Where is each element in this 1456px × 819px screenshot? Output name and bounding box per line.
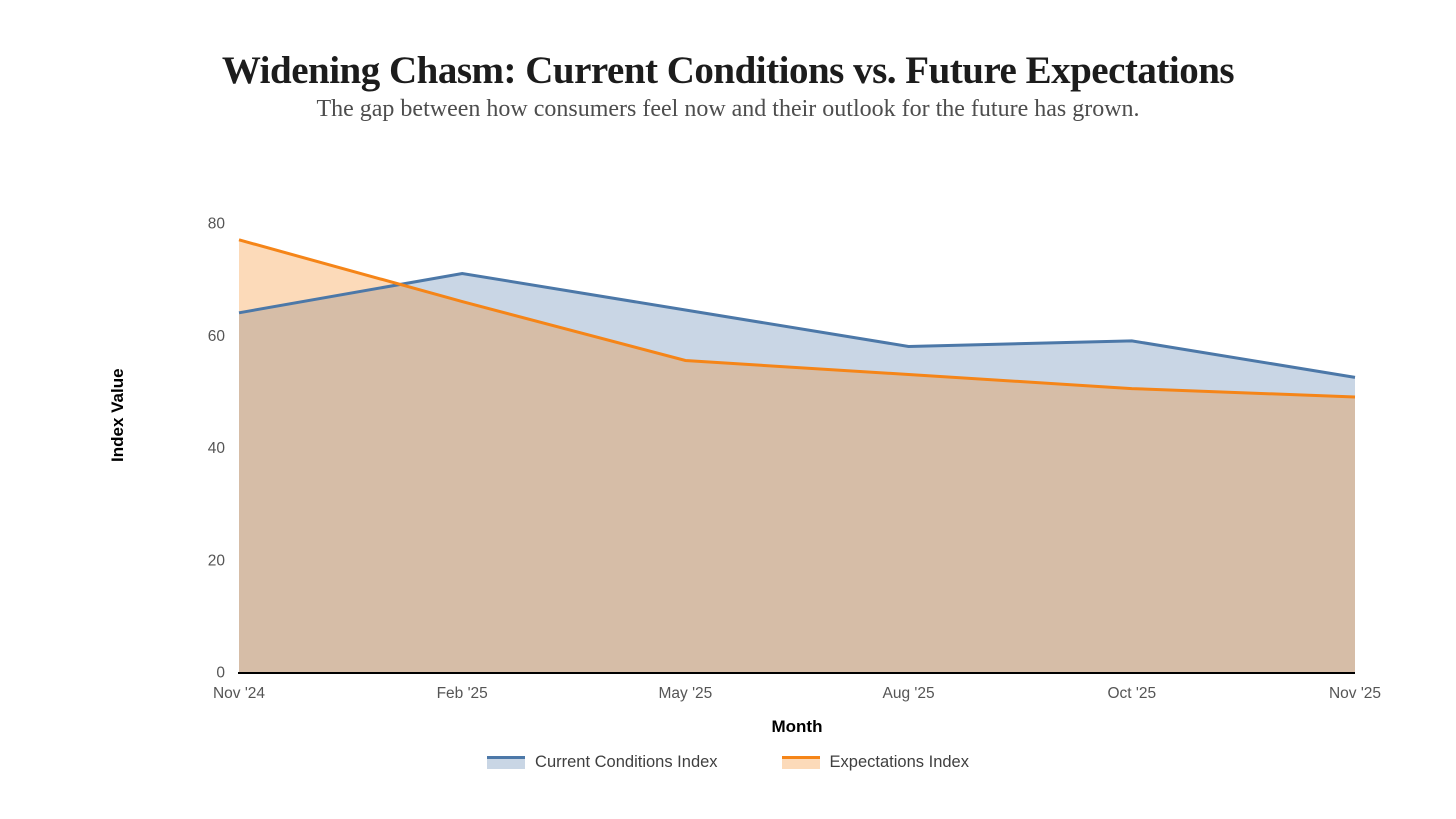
x-tick-label: May '25 bbox=[659, 685, 713, 702]
legend-swatch-expectations-icon bbox=[781, 756, 820, 769]
y-tick-label: 20 bbox=[208, 552, 226, 569]
chart-title: Widening Chasm: Current Conditions vs. F… bbox=[221, 49, 1235, 92]
x-axis-title: Month bbox=[771, 717, 823, 736]
area-series-1 bbox=[239, 239, 1355, 672]
x-tick-label: Feb '25 bbox=[437, 685, 488, 702]
legend-label-current-conditions: Current Conditions Index bbox=[535, 753, 718, 771]
legend-swatch-current-conditions-icon bbox=[487, 756, 526, 769]
y-tick-label: 0 bbox=[216, 665, 225, 682]
x-tick-label: Aug '25 bbox=[883, 685, 935, 702]
x-tick-label: Nov '25 bbox=[1329, 685, 1381, 702]
x-tick-label: Oct '25 bbox=[1107, 685, 1156, 702]
y-axis-title: Index Value bbox=[108, 368, 127, 462]
legend-entry-expectations: Expectations Index bbox=[781, 753, 969, 772]
line-series-0 bbox=[238, 271, 1356, 379]
y-tick-label: 80 bbox=[208, 216, 226, 233]
legend-entry-current-conditions: Current Conditions Index bbox=[487, 753, 718, 772]
y-tick-label: 40 bbox=[208, 440, 226, 457]
line-series-1 bbox=[238, 238, 1356, 399]
y-tick-label: 60 bbox=[208, 328, 226, 345]
legend: Current Conditions Index Expectations In… bbox=[0, 753, 1456, 772]
chart-subtitle: The gap between how consumers feel now a… bbox=[316, 96, 1140, 122]
x-tick-label: Nov '24 bbox=[213, 685, 265, 702]
area-series-0 bbox=[239, 273, 1355, 672]
legend-label-expectations: Expectations Index bbox=[829, 753, 969, 771]
